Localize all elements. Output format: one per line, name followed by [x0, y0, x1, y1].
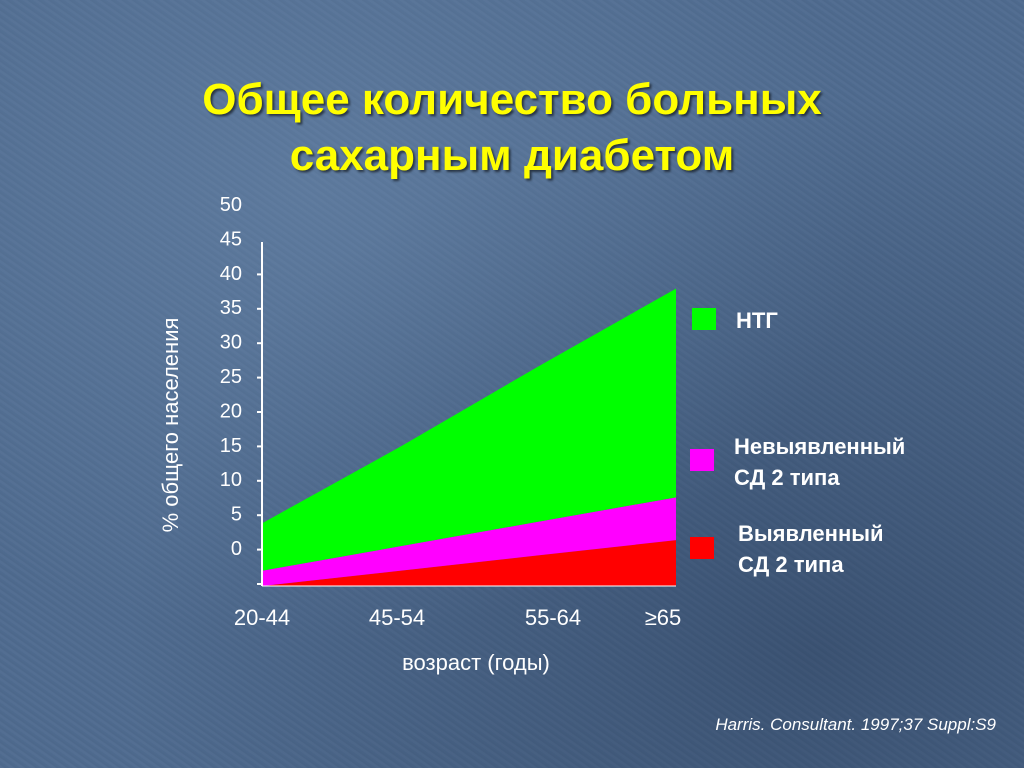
x-tick-label: 55-64	[525, 605, 581, 630]
x-tick-label: ≥65	[645, 605, 682, 630]
y-tick-label: 40	[220, 263, 242, 285]
legend-label: СД 2 типа	[734, 465, 840, 490]
x-tick-label: 45-54	[369, 605, 425, 630]
slide-title-line-2: сахарным диабетом	[289, 131, 735, 180]
y-tick-label: 15	[220, 435, 242, 457]
x-tick-label: 20-44	[234, 605, 290, 630]
legend-label: СД 2 типа	[738, 552, 844, 577]
legend-label: НТГ	[736, 308, 778, 333]
legend-label: Выявленный	[738, 521, 884, 546]
y-tick-label: 50	[220, 194, 242, 216]
legend-swatch	[692, 308, 716, 330]
y-tick-label: 25	[220, 366, 242, 388]
y-tick-label: 10	[220, 469, 242, 491]
y-axis-title: % общего населения	[158, 318, 183, 533]
y-tick-label: 0	[231, 538, 242, 560]
y-tick-label: 20	[220, 400, 242, 422]
y-tick-label: 45	[220, 228, 242, 250]
chart-legend: НТГ Невыявленный СД 2 типа Выявленный СД 2 т…	[690, 308, 905, 577]
slide-title-line-1: Общее количество больных	[202, 75, 822, 124]
y-tick-label: 35	[220, 297, 242, 319]
legend-swatch	[690, 537, 714, 559]
legend-label: Невыявленный	[734, 434, 905, 459]
area-series-3	[262, 288, 676, 571]
x-axis-title: возраст (годы)	[402, 650, 550, 675]
chart-areas	[262, 288, 676, 586]
citation: Harris. Consultant. 1997;37 Suppl:S9	[715, 715, 996, 734]
legend-swatch	[690, 449, 714, 471]
y-tick-label: 30	[220, 332, 242, 354]
area-series-2	[262, 497, 676, 586]
x-tick-labels: 20-44 45-54 55-64 ≥65	[234, 605, 681, 630]
area-series-1	[262, 540, 676, 586]
y-tick-label: 5	[231, 504, 242, 526]
slide-title: Общее количество больных сахарным диабет…	[0, 72, 1024, 184]
chart-axes	[261, 242, 676, 587]
